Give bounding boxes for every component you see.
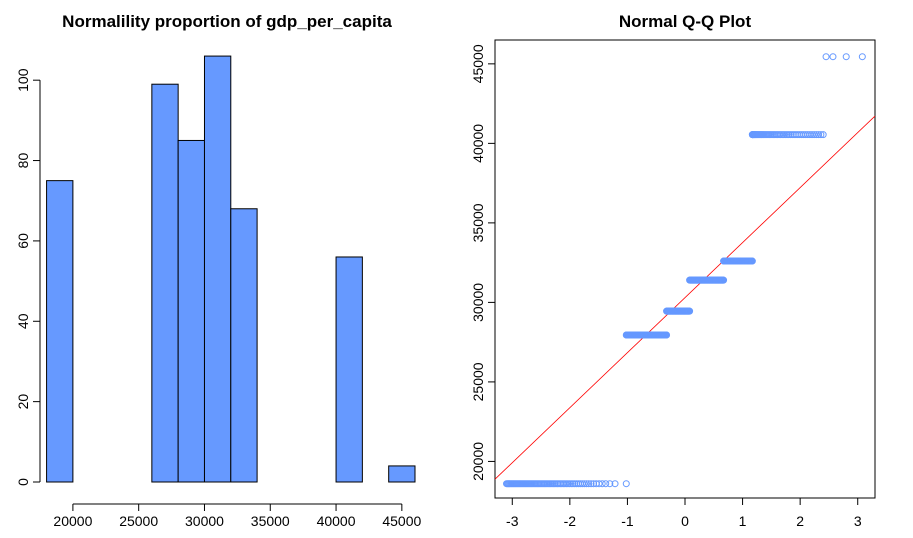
- qq-plot-panel: Normal Q-Q Plot 20000 25000 30000 35000 4000…: [470, 12, 876, 529]
- qq-point: [592, 480, 600, 488]
- qq-point: [810, 131, 818, 139]
- histogram-y-tick-label: 80: [15, 153, 31, 169]
- qq-point: [748, 257, 756, 265]
- histogram-y-tick-label: 100: [15, 68, 31, 92]
- qq-y-tick-label: 45000: [470, 44, 486, 83]
- histogram-x-tick-label: 30000: [185, 513, 224, 529]
- qq-point: [587, 480, 595, 488]
- histogram-x-tick-label: 20000: [53, 513, 92, 529]
- histogram-y-axis: 0 20 40 60 80 100: [15, 68, 41, 486]
- qq-y-tick-label: 30000: [470, 283, 486, 322]
- histogram-bar: [46, 180, 74, 483]
- qq-point: [686, 307, 694, 315]
- qq-point: [574, 480, 582, 488]
- histogram-bars: [46, 55, 416, 483]
- qq-x-tick-label: -1: [621, 513, 634, 529]
- qq-x-tick-label: -2: [564, 513, 577, 529]
- qq-point: [590, 480, 598, 488]
- qq-point: [858, 53, 866, 61]
- qq-reference-line: [494, 115, 876, 480]
- qq-y-tick-label: 35000: [470, 203, 486, 242]
- qq-point: [663, 331, 671, 339]
- qq-y-tick-label: 40000: [470, 124, 486, 163]
- histogram-x-axis: 20000 25000 30000 35000 40000 45000: [53, 503, 422, 529]
- qq-y-tick-label: 20000: [470, 442, 486, 481]
- histogram-bar: [203, 55, 232, 483]
- qq-point: [808, 131, 816, 139]
- qq-point: [622, 480, 630, 488]
- histogram-bar: [151, 83, 179, 483]
- histogram-x-tick-label: 25000: [119, 513, 158, 529]
- histogram-bar: [177, 139, 205, 483]
- qq-x-tick-label: 0: [681, 513, 689, 529]
- qq-x-tick-label: 2: [796, 513, 804, 529]
- histogram-x-tick-label: 45000: [382, 513, 421, 529]
- qq-x-axis: -3 -2 -1 0 1 2 3: [506, 497, 862, 529]
- histogram-y-tick-label: 0: [15, 478, 31, 486]
- qq-point: [602, 480, 610, 488]
- histogram-panel: Normalility proportion of gdp_per_capita…: [15, 12, 422, 529]
- qq-point: [503, 480, 511, 488]
- qq-point: [611, 480, 619, 488]
- histogram-y-tick-label: 40: [15, 313, 31, 329]
- qq-point: [842, 53, 850, 61]
- qq-point: [812, 131, 820, 139]
- qq-x-tick-label: 1: [739, 513, 747, 529]
- histogram-title: Normalility proportion of gdp_per_capita: [62, 12, 392, 31]
- histogram-bar: [388, 465, 416, 483]
- histogram-bar: [230, 208, 258, 483]
- histogram-x-tick-label: 40000: [317, 513, 356, 529]
- qq-reference-line-group: [494, 115, 876, 480]
- qq-plot-title: Normal Q-Q Plot: [619, 12, 752, 31]
- qq-point: [815, 131, 823, 139]
- histogram-y-tick-label: 20: [15, 394, 31, 410]
- qq-y-axis: 20000 25000 30000 35000 40000 45000: [470, 44, 496, 481]
- qq-x-tick-label: -3: [506, 513, 519, 529]
- qq-y-tick-label: 25000: [470, 362, 486, 401]
- qq-points: [503, 53, 866, 488]
- histogram-y-tick-label: 60: [15, 233, 31, 249]
- qq-point: [822, 53, 830, 61]
- qq-point: [817, 131, 825, 139]
- qq-point: [829, 53, 837, 61]
- qq-x-tick-label: 3: [854, 513, 862, 529]
- histogram-bar: [335, 256, 363, 483]
- qq-point: [720, 276, 728, 284]
- qq-point: [819, 131, 827, 139]
- histogram-x-tick-label: 35000: [251, 513, 290, 529]
- qq-point: [606, 480, 614, 488]
